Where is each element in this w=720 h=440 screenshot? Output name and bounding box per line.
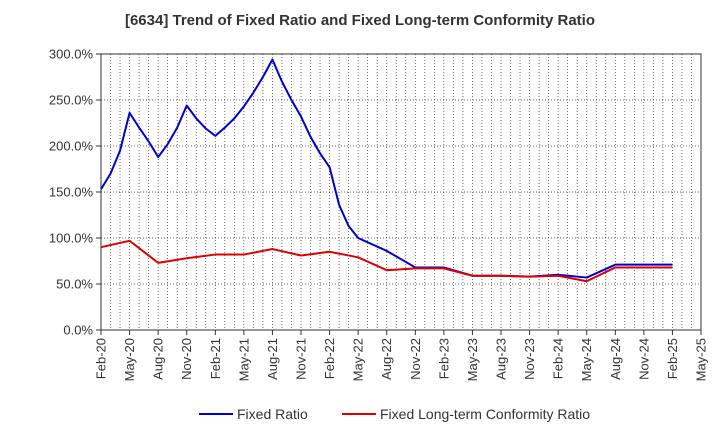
x-tick-label: Nov-24 (636, 338, 651, 380)
x-tick-label: May-25 (694, 338, 709, 381)
y-tick-label: 150.0% (49, 185, 94, 200)
legend-label-2: Fixed Long-term Conformity Ratio (380, 406, 590, 422)
y-tick-label: 300.0% (49, 47, 94, 62)
x-tick-label: Nov-22 (408, 338, 423, 380)
x-tick-label: Nov-20 (179, 338, 194, 380)
y-tick-label: 250.0% (49, 93, 94, 108)
legend-label-1: Fixed Ratio (237, 406, 308, 422)
x-tick-label: May-24 (579, 338, 594, 381)
x-tick-label: May-21 (236, 338, 251, 381)
y-tick-label: 200.0% (49, 139, 94, 154)
x-tick-label: Nov-21 (294, 338, 309, 380)
x-tick-label: Nov-23 (522, 338, 537, 380)
x-tick-label: Feb-20 (94, 338, 109, 379)
y-tick-label: 0.0% (63, 323, 93, 338)
series-line-2 (100, 239, 673, 283)
chart-title: [6634] Trend of Fixed Ratio and Fixed Lo… (124, 12, 596, 29)
x-tick-label: Feb-23 (436, 338, 451, 379)
x-tick-label: Feb-25 (665, 338, 680, 379)
x-tick-label: Aug-24 (608, 338, 623, 380)
x-tick-label: Aug-23 (494, 338, 509, 380)
x-tick-label: May-22 (351, 338, 366, 381)
x-tick-label: Aug-22 (379, 338, 394, 380)
y-tick-label: 50.0% (56, 277, 93, 292)
x-tick-label: Aug-20 (151, 338, 166, 380)
x-tick-label: Feb-24 (551, 338, 566, 379)
x-tick-label: Aug-21 (265, 338, 280, 380)
x-tick-label: May-23 (465, 338, 480, 381)
x-tick-label: Feb-21 (208, 338, 223, 379)
y-tick-label: 100.0% (49, 231, 94, 246)
x-tick-label: May-20 (122, 338, 137, 381)
x-tick-label: Feb-22 (322, 338, 337, 379)
